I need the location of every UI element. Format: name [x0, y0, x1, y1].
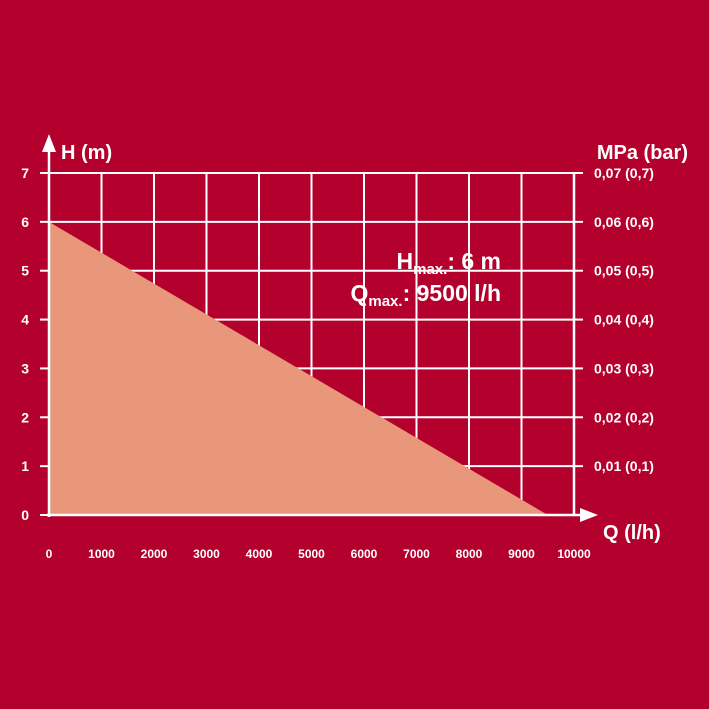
x-tick-label: 10000: [557, 547, 591, 561]
y2-tick-label: 0,03 (0,3): [594, 360, 654, 376]
x-tick-label: 9000: [508, 547, 535, 561]
x-tick-label: 3000: [193, 547, 220, 561]
x-tick-label: 0: [46, 547, 53, 561]
y-tick-label: 4: [21, 312, 29, 328]
x-tick-label: 4000: [246, 547, 273, 561]
y2-tick-label: 0,06 (0,6): [594, 214, 654, 230]
qmax-main: Q: [350, 280, 368, 306]
y-axis-label: H (m): [61, 142, 112, 164]
y-tick-label: 3: [21, 360, 29, 376]
y-tick-label: 6: [21, 214, 29, 230]
qmax-annotation: Qmax.: 9500 l/h: [350, 280, 501, 310]
hmax-annotation: Hmax.: 6 m: [396, 248, 501, 278]
y2-tick-label: 0,07 (0,7): [594, 165, 654, 181]
axes: [40, 134, 598, 522]
y2-tick-label: 0,02 (0,2): [594, 409, 654, 425]
x-tick-label: 5000: [298, 547, 325, 561]
x-tick-label: 2000: [141, 547, 168, 561]
y2-tick-label: 0,05 (0,5): [594, 263, 654, 279]
x-tick-label: 1000: [88, 547, 115, 561]
y2-tick-label: 0,01 (0,1): [594, 458, 654, 474]
y2-axis-label: MPa (bar): [597, 142, 688, 164]
x-tick-label: 6000: [351, 547, 378, 561]
x-tick-label: 8000: [456, 547, 483, 561]
y-tick-label: 1: [21, 458, 29, 474]
y-tick-label: 2: [21, 409, 29, 425]
hmax-sub: max.: [413, 261, 447, 278]
performance-area: [49, 221, 548, 515]
hmax-value: : 6 m: [447, 248, 501, 274]
hmax-main: H: [396, 248, 413, 274]
tick-labels: 0 1 2 3 4 5 6 7 0,01 (0,1) 0,02 (0,2) 0,03 (0,3) 0,…: [21, 165, 654, 561]
x-tick-label: 7000: [403, 547, 430, 561]
qmax-value: : 9500 l/h: [403, 280, 501, 306]
y-tick-label: 5: [21, 263, 29, 279]
y-tick-label: 7: [21, 165, 29, 181]
y-tick-label: 0: [21, 507, 29, 523]
x-axis-label: Q (l/h): [603, 522, 661, 544]
y2-tick-label: 0,04 (0,4): [594, 312, 654, 328]
qmax-sub: max.: [368, 293, 402, 310]
x-axis-arrow: [580, 508, 598, 522]
y-axis-arrow: [42, 134, 56, 152]
